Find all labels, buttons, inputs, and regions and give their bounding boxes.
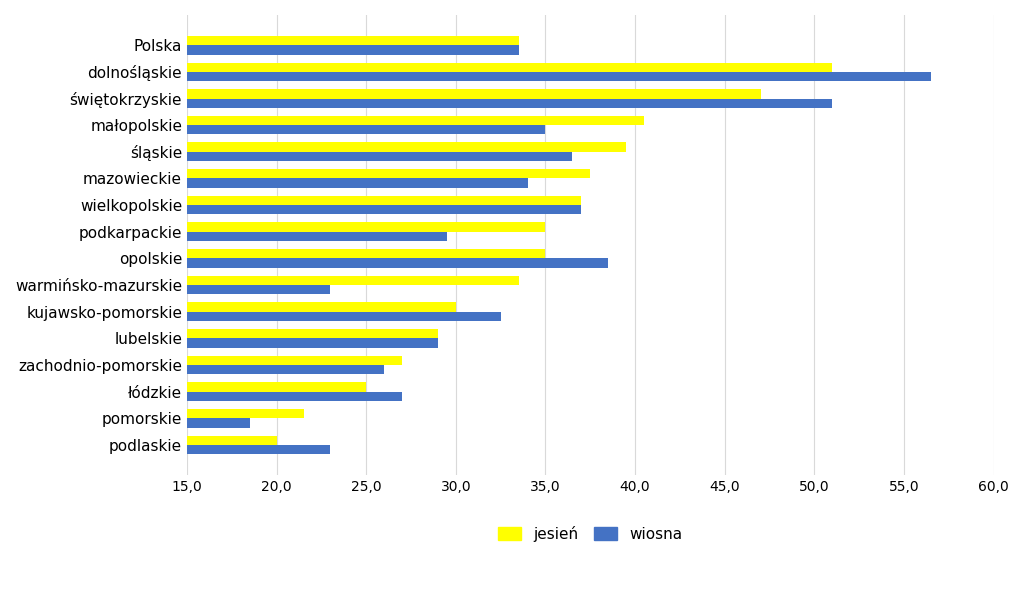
Bar xyxy=(187,258,608,268)
Bar xyxy=(187,276,518,285)
Bar xyxy=(187,418,250,427)
Bar xyxy=(187,178,527,188)
Bar xyxy=(187,303,456,311)
Bar xyxy=(187,338,438,348)
Bar xyxy=(187,249,546,258)
Bar xyxy=(187,63,833,72)
Bar xyxy=(187,445,331,454)
Bar xyxy=(187,391,402,401)
Bar xyxy=(187,45,518,54)
Bar xyxy=(187,98,833,108)
Bar xyxy=(187,365,384,374)
Bar xyxy=(187,436,276,445)
Bar xyxy=(187,382,367,391)
Bar xyxy=(187,72,931,81)
Bar xyxy=(187,116,644,125)
Bar xyxy=(187,205,582,214)
Bar xyxy=(187,152,572,161)
Bar xyxy=(187,311,501,321)
Bar xyxy=(187,223,546,231)
Bar xyxy=(187,329,438,338)
Legend: jesień, wiosna: jesień, wiosna xyxy=(493,520,688,548)
Bar xyxy=(187,169,590,178)
Bar xyxy=(187,125,546,134)
Bar xyxy=(187,356,402,365)
Bar xyxy=(187,143,626,152)
Bar xyxy=(187,89,761,98)
Bar xyxy=(187,196,582,205)
Bar xyxy=(187,231,446,241)
Bar xyxy=(187,36,518,45)
Bar xyxy=(187,285,331,294)
Bar xyxy=(187,409,303,418)
